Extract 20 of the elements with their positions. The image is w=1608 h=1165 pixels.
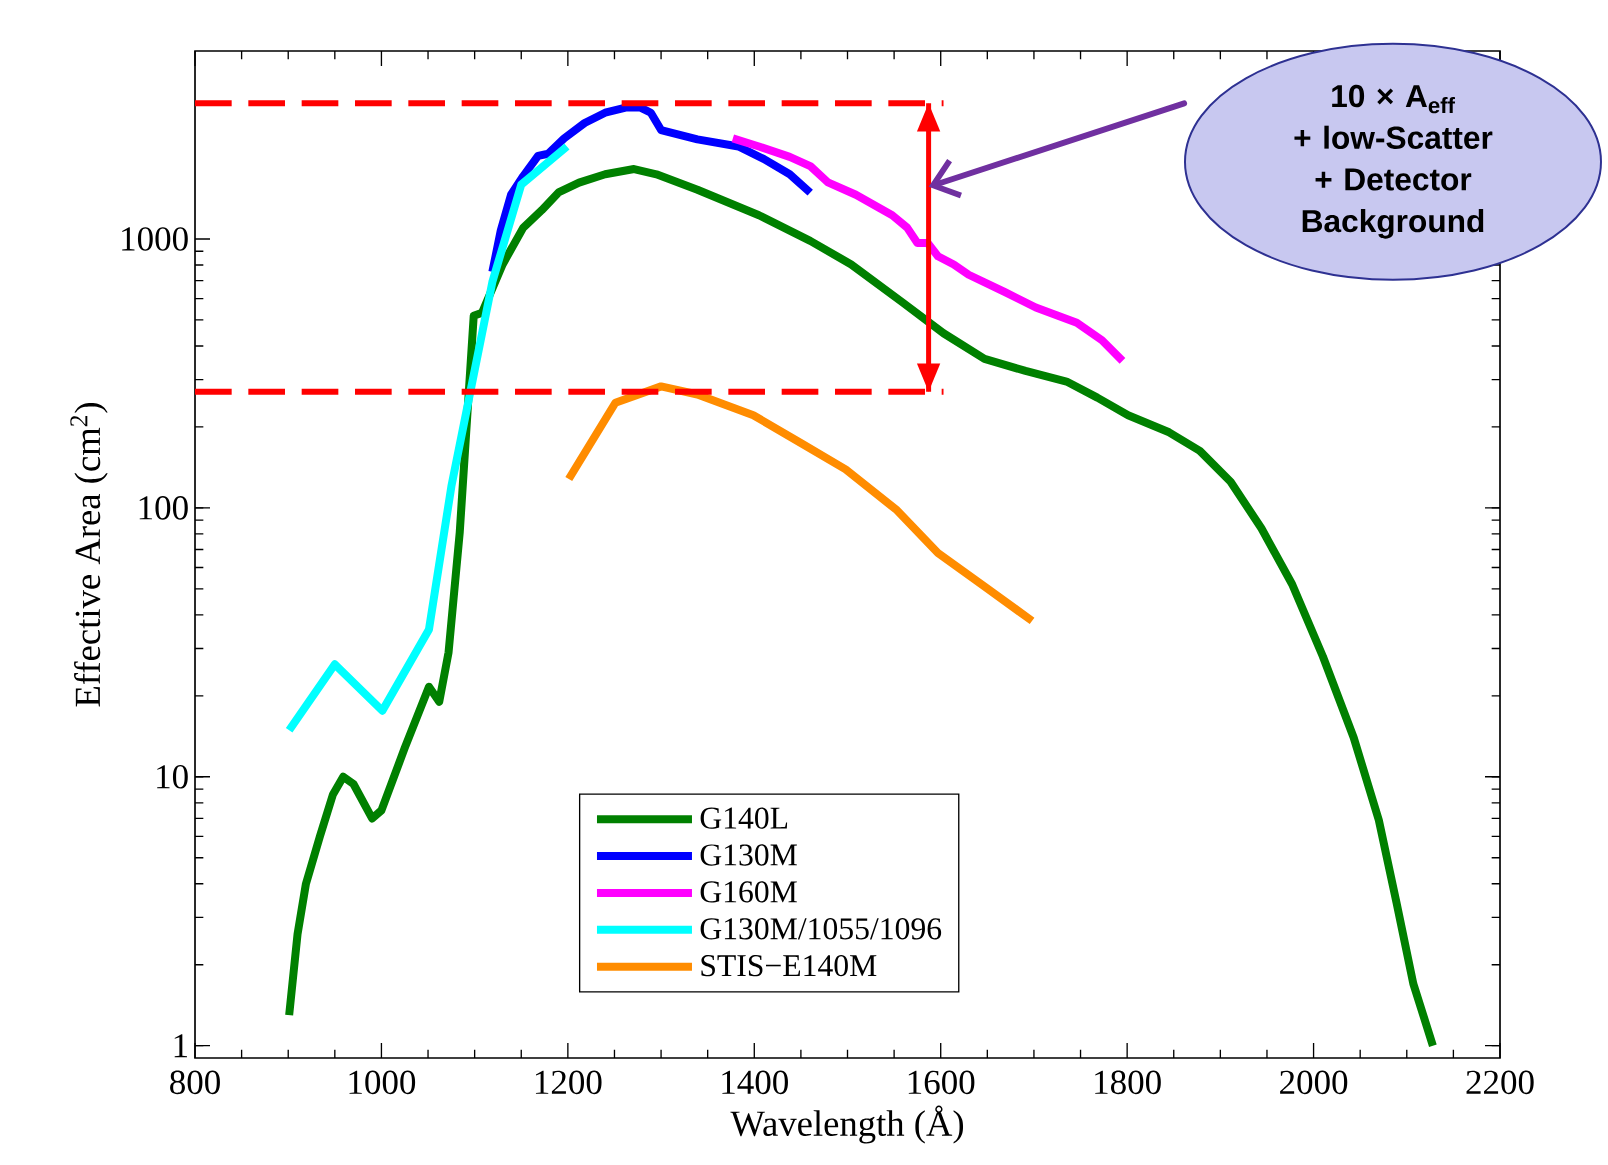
- y-tick-label: 1000: [122, 227, 188, 251]
- y-tick-label: 100: [139, 496, 188, 520]
- x-tick-label: 1400: [722, 1070, 788, 1095]
- x-tick-label: 1800: [1095, 1070, 1161, 1095]
- legend-label: G160M: [700, 881, 797, 903]
- legend-label: G140L: [700, 807, 788, 829]
- x-tick-label: 2200: [1466, 1070, 1534, 1095]
- y-tick-label: 1: [174, 1034, 188, 1058]
- legend-label: G130M: [700, 844, 797, 866]
- legend-label: G130M/1055/1096: [700, 918, 942, 940]
- x-tick-label: 1000: [349, 1070, 416, 1095]
- y-tick-label: 10: [157, 764, 188, 789]
- y-axis-title: Effective Area (cm$^{2}$): [70, 403, 108, 707]
- x-tick-label: 800: [170, 1070, 220, 1095]
- x-tick-label: 1600: [908, 1070, 975, 1095]
- x-axis-title: Wavelength (Å): [730, 1105, 964, 1144]
- legend-label: STIS−E140M: [701, 954, 877, 977]
- x-tick-label: 1200: [535, 1070, 602, 1095]
- annotation: 10 × A$_{eff}$ + low-Scatter + Detector Background: [1294, 84, 1493, 239]
- x-tick-label: 2000: [1280, 1070, 1348, 1095]
